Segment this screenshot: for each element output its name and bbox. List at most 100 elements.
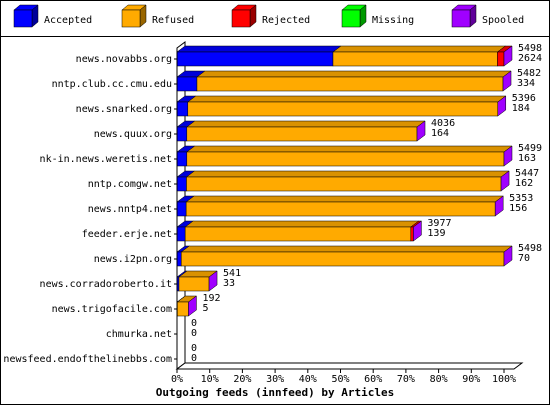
bar-segment [187,101,499,117]
total-label: 0 [191,343,197,354]
total-label: 5498 [518,43,542,54]
bar-top [186,120,426,128]
x-tick-label: 30% [266,374,284,385]
category-label: nk-in.news.weretis.net [40,154,172,165]
accepted-label: 2624 [518,53,542,64]
total-label: 5353 [509,193,533,204]
x-tick-label: 20% [233,374,251,385]
bar-segment [176,151,188,167]
bar-segment [186,176,502,192]
bar-segment [497,51,505,67]
bar-segment [186,151,505,167]
bar-end [502,70,512,92]
bar-segment [184,226,412,242]
accepted-label: 70 [518,253,530,264]
bar-end [416,120,426,142]
category-label: newsfeed.endofthelinebbs.com [3,354,172,365]
x-tick-label: 40% [299,374,317,385]
bar-segment [176,51,334,67]
category-label: news.nntp4.net [88,204,172,215]
bar-end [500,170,510,192]
bar-segment [177,301,189,317]
bar-segment [176,201,187,217]
category-label: nntp.comgw.net [88,179,172,190]
bar-end [503,145,513,167]
bar-top [196,70,512,78]
legend-swatch [231,9,251,28]
legend-label: Accepted [44,15,92,26]
accepted-label: 139 [427,228,445,239]
bar-segment [176,76,198,92]
bar-top [332,45,507,53]
bar-segment [410,226,414,242]
total-label: 192 [202,293,220,304]
bar-segment [178,276,210,292]
x-tick-label: 100% [492,374,516,385]
legend-swatch [341,9,361,28]
x-tick-label: 0% [171,374,183,385]
bar-segment [186,126,418,142]
total-label: 5396 [512,93,536,104]
accepted-label: 0 [191,328,197,339]
category-label: news.i2pn.org [94,254,172,265]
category-label: news.snarked.org [76,104,172,115]
bar-segment [196,76,504,92]
bar-segment [181,251,505,267]
accepted-label: 156 [509,203,527,214]
bar-top [186,145,513,153]
category-label: chmurka.net [106,329,172,340]
x-tick-label: 70% [397,374,415,385]
accepted-label: 162 [515,178,533,189]
bar-end [188,295,197,317]
legend-swatch [13,9,33,28]
category-label: feeder.erje.net [82,229,172,240]
bar-top [187,95,507,103]
legend-swatch [121,9,141,28]
bar-end [208,270,218,292]
accepted-label: 5 [202,303,208,314]
total-label: 5498 [518,243,542,254]
legend-swatch [451,9,471,28]
bar-end [413,220,422,242]
legend-label: Refused [152,15,194,26]
bar-end [497,95,507,117]
total-label: 0 [191,318,197,329]
bar-segment [176,176,187,192]
chart-title: Outgoing feeds (innfeed) by Articles [156,386,394,399]
bar-segment [332,51,498,67]
bar-segment [176,226,186,242]
legend-label: Spooled [482,15,524,26]
x-tick-label: 50% [331,374,349,385]
legend-label: Rejected [262,15,310,26]
bar-segment [176,126,188,142]
accepted-label: 33 [223,278,235,289]
bar-top [185,195,504,203]
accepted-label: 163 [518,153,536,164]
total-label: 5499 [518,143,542,154]
category-label: news.trigofacile.com [52,304,172,315]
total-label: 5447 [515,168,539,179]
accepted-label: 0 [191,353,197,364]
category-label: nntp.club.cc.cmu.edu [52,79,172,90]
bar-segment [185,201,496,217]
accepted-label: 184 [512,103,530,114]
total-label: 4036 [431,118,455,129]
category-label: news.novabbs.org [76,54,172,65]
category-label: news.quux.org [94,129,172,140]
total-label: 5482 [517,68,541,79]
x-tick-label: 90% [462,374,480,385]
total-label: 541 [223,268,241,279]
legend-label: Missing [372,15,414,26]
bar-segment [176,251,182,267]
bar-end [494,195,504,217]
bar-end [503,245,513,267]
bar-end [503,45,513,67]
category-label: news.corradoroberto.it [40,279,172,290]
bar-top [184,220,420,228]
total-label: 3977 [427,218,451,229]
x-tick-label: 60% [364,374,382,385]
bar-top [176,45,342,53]
accepted-label: 334 [517,78,535,89]
floor [175,362,524,370]
